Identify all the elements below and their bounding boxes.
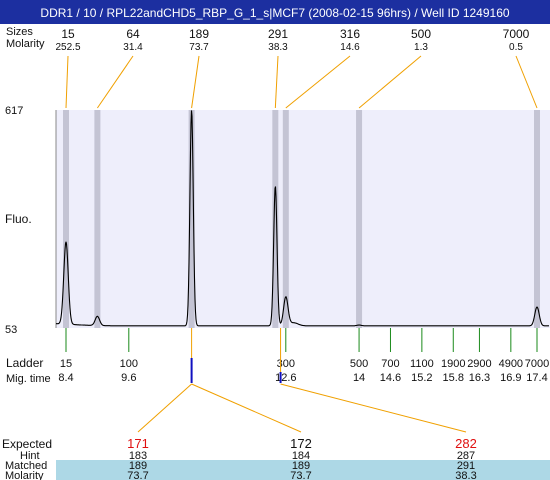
peak-callout-line bbox=[285, 55, 351, 109]
mig-time-label: Mig. time bbox=[6, 373, 51, 385]
expected-size: 172 bbox=[290, 436, 312, 451]
hint-value: 183 bbox=[129, 450, 147, 462]
expected-size: 282 bbox=[455, 436, 477, 451]
peak-size-label: 316 bbox=[340, 27, 360, 41]
peak-band bbox=[272, 110, 279, 328]
peak-band bbox=[356, 110, 363, 328]
molarity-value: 73.7 bbox=[290, 470, 311, 480]
y-axis-label: Fluo. bbox=[5, 212, 32, 226]
y-tick-bottom: 53 bbox=[5, 324, 17, 336]
expected-label: Expected bbox=[2, 437, 52, 451]
peak-molarity-label: 1.3 bbox=[414, 42, 428, 53]
matched-value: 291 bbox=[457, 460, 475, 472]
ladder-mig-label: 14.6 bbox=[380, 372, 401, 384]
expected-callout-line bbox=[137, 383, 192, 433]
expected-size: 171 bbox=[127, 436, 149, 451]
peak-callout-line bbox=[96, 55, 134, 109]
ladder-size-label: 300 bbox=[277, 358, 295, 370]
peak-molarity-label: 73.7 bbox=[189, 42, 209, 53]
peak-size-label: 64 bbox=[126, 27, 140, 41]
ladder-size-label: 500 bbox=[350, 358, 368, 370]
ladder-mig-label: 16.9 bbox=[500, 372, 521, 384]
ladder-size-label: 700 bbox=[381, 358, 399, 370]
hint-label: Hint bbox=[20, 450, 40, 462]
peak-band bbox=[63, 110, 69, 328]
peak-callout-line bbox=[274, 55, 279, 109]
peak-band bbox=[188, 110, 195, 328]
matched-value: 189 bbox=[129, 460, 147, 472]
ladder-size-label: 1900 bbox=[441, 358, 465, 370]
molarity-value: 73.7 bbox=[127, 470, 148, 480]
peak-size-label: 189 bbox=[189, 27, 209, 41]
ladder-size-label: 15 bbox=[60, 358, 72, 370]
molarity-value: 38.3 bbox=[455, 470, 476, 480]
peak-molarity-label: 0.5 bbox=[509, 42, 523, 53]
ladder-label: Ladder bbox=[6, 356, 43, 370]
peak-size-label: 15 bbox=[61, 27, 75, 41]
y-tick-top: 617 bbox=[5, 105, 23, 117]
peak-molarity-label: 38.3 bbox=[268, 42, 288, 53]
matched-value: 189 bbox=[292, 460, 310, 472]
ladder-mig-label: 8.4 bbox=[58, 372, 73, 384]
peak-band bbox=[282, 110, 289, 328]
peak-molarity-label: 31.4 bbox=[123, 42, 143, 53]
expected-callout-line bbox=[191, 383, 302, 433]
ladder-size-label: 2900 bbox=[467, 358, 491, 370]
hint-value: 184 bbox=[292, 450, 310, 462]
peak-molarity-label: 252.5 bbox=[55, 42, 80, 53]
molarity-bottom-label: Molarity bbox=[5, 470, 44, 480]
ladder-mig-label: 17.4 bbox=[526, 372, 547, 384]
plot-area bbox=[56, 110, 550, 328]
fluorescence-trace bbox=[56, 110, 549, 327]
peak-band bbox=[534, 110, 540, 328]
matched-label: Matched bbox=[5, 460, 47, 472]
peak-molarity-label: 14.6 bbox=[340, 42, 360, 53]
ladder-mig-label: 14 bbox=[353, 372, 365, 384]
ladder-mig-label: 15.2 bbox=[411, 372, 432, 384]
ladder-size-label: 7000 bbox=[525, 358, 549, 370]
sizes-label: Sizes bbox=[6, 26, 33, 38]
ladder-size-label: 4900 bbox=[499, 358, 523, 370]
ladder-size-label: 100 bbox=[120, 358, 138, 370]
peak-size-label: 291 bbox=[268, 27, 288, 41]
hint-value: 287 bbox=[457, 450, 475, 462]
peak-callout-line bbox=[515, 55, 538, 109]
expected-callout-line bbox=[280, 383, 467, 433]
ladder-size-label: 1100 bbox=[410, 358, 434, 370]
peak-size-label: 7000 bbox=[503, 27, 530, 41]
table-highlight bbox=[56, 460, 550, 480]
ladder-mig-label: 12.6 bbox=[275, 372, 296, 384]
ladder-mig-label: 9.6 bbox=[121, 372, 136, 384]
peak-callout-line bbox=[358, 55, 422, 109]
peak-callout-line bbox=[65, 55, 69, 109]
header-bar bbox=[0, 0, 550, 24]
peak-size-label: 500 bbox=[411, 27, 431, 41]
peak-band bbox=[94, 110, 101, 328]
ladder-mig-label: 16.3 bbox=[469, 372, 490, 384]
molarity-label: Molarity bbox=[6, 38, 45, 50]
peak-callout-line bbox=[191, 55, 200, 109]
ladder-mig-label: 15.8 bbox=[443, 372, 464, 384]
header-title: DDR1 / 10 / RPL22andCHD5_RBP_G_1_s|MCF7 … bbox=[40, 6, 509, 20]
